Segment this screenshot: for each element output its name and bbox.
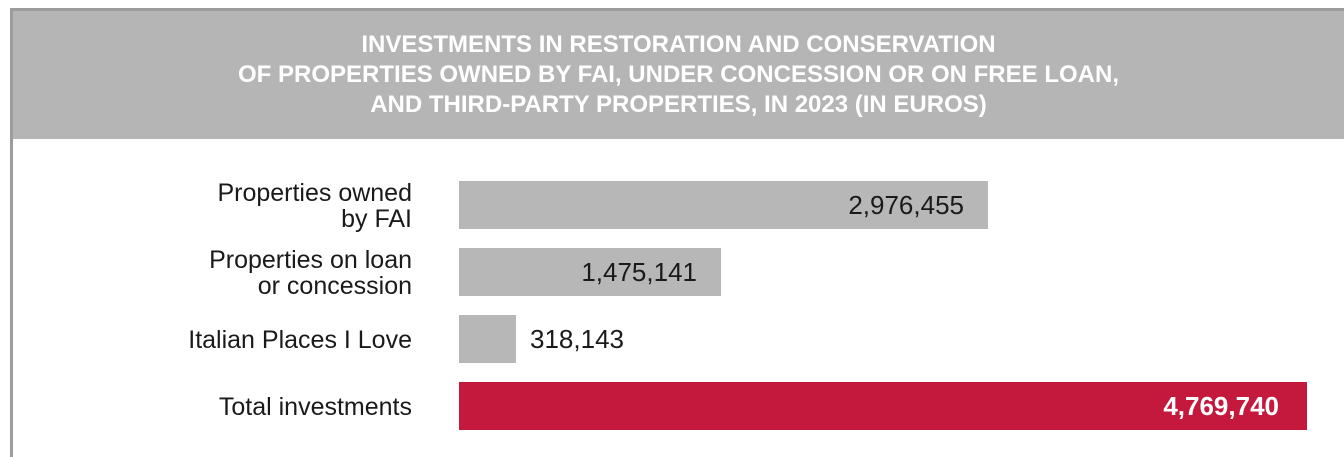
title-line-3: AND THIRD-PARTY PROPERTIES, IN 2023 (IN … xyxy=(370,91,987,118)
chart-header: INVESTMENTS IN RESTORATION AND CONSERVAT… xyxy=(13,11,1344,139)
category-label-1-0: Properties on loan xyxy=(209,246,412,274)
bar-1 xyxy=(459,248,721,296)
bar-3 xyxy=(459,382,1307,430)
value-label-3: 4,769,740 xyxy=(1163,391,1279,421)
category-label-0-1: by FAI xyxy=(341,205,412,233)
bar-0 xyxy=(459,181,988,229)
value-label-2: 318,143 xyxy=(530,324,624,354)
category-label-0-0: Properties owned xyxy=(217,179,412,207)
category-label-2-0: Italian Places I Love xyxy=(188,326,412,354)
category-label-1-1: or concession xyxy=(258,272,412,300)
title-line-2: OF PROPERTIES OWNED BY FAI, UNDER CONCES… xyxy=(238,61,1119,88)
category-label-3-0: Total investments xyxy=(219,393,412,421)
value-label-1: 1,475,141 xyxy=(581,257,697,287)
title-line-1: INVESTMENTS IN RESTORATION AND CONSERVAT… xyxy=(361,31,996,58)
value-label-0: 2,976,455 xyxy=(848,190,964,220)
bar-2 xyxy=(459,315,516,363)
